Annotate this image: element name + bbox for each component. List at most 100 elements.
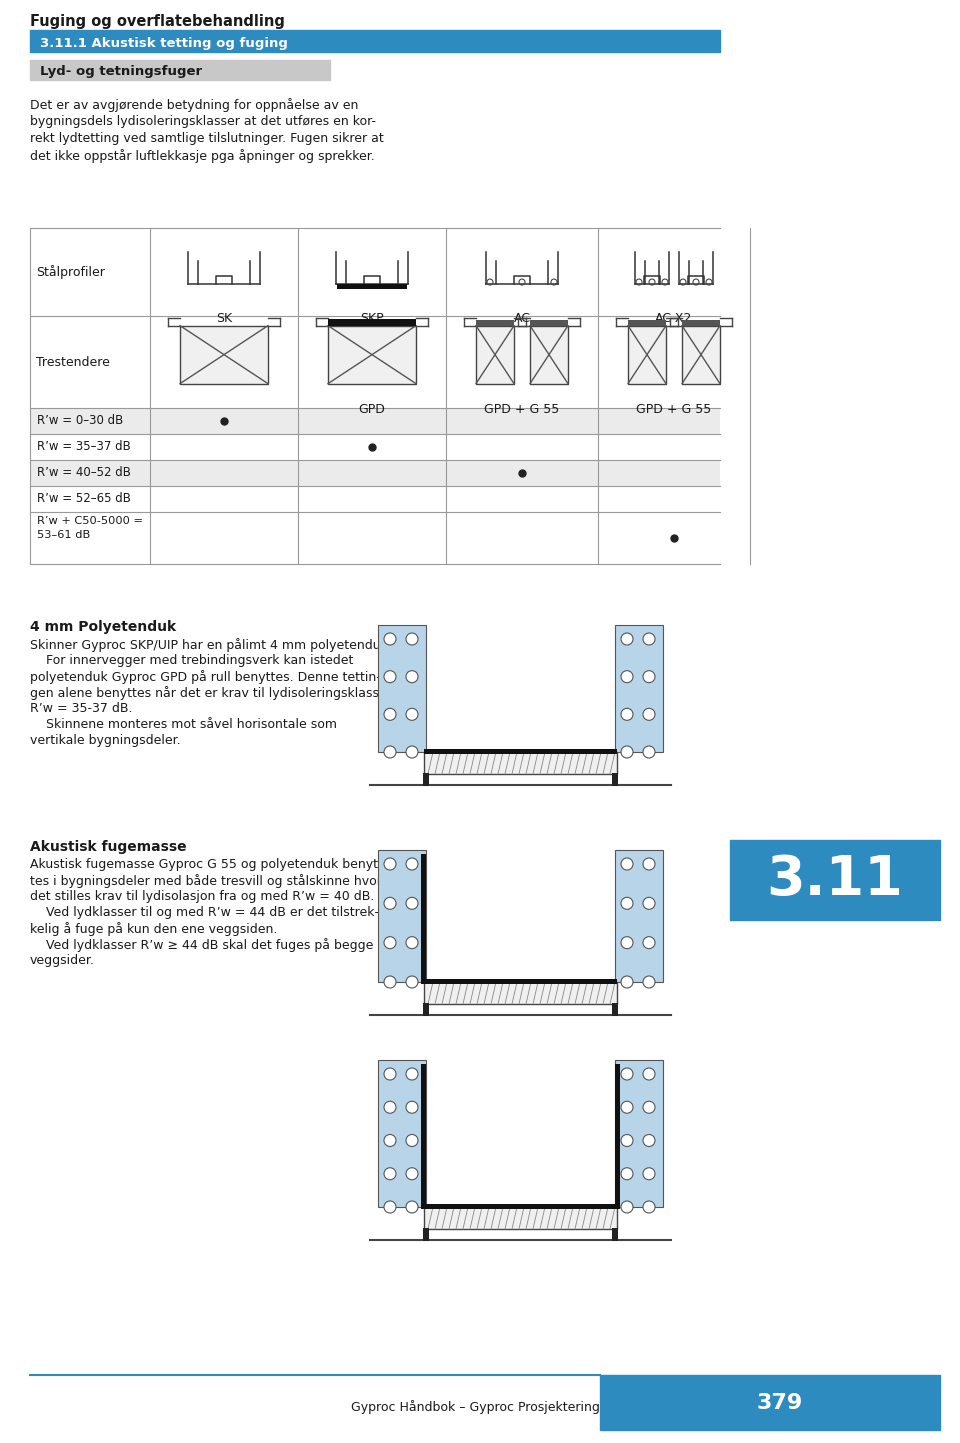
Text: 4 mm Polyetenduk: 4 mm Polyetenduk <box>30 620 176 633</box>
Circle shape <box>406 1167 418 1180</box>
Circle shape <box>643 1167 655 1180</box>
Text: GPD + G 55: GPD + G 55 <box>636 403 711 416</box>
Bar <box>30 434 720 460</box>
Circle shape <box>406 671 418 683</box>
Bar <box>612 773 618 786</box>
Text: rekt lydtetting ved samtlige tilslutninger. Fugen sikrer at: rekt lydtetting ved samtlige tilslutning… <box>30 131 384 144</box>
Circle shape <box>621 633 633 645</box>
Text: Det er av avgjørende betydning for oppnåelse av en: Det er av avgjørende betydning for oppnå… <box>30 98 358 113</box>
Text: R’w = 0–30 dB: R’w = 0–30 dB <box>37 414 123 427</box>
Circle shape <box>621 859 633 870</box>
Bar <box>421 1063 426 1209</box>
Text: SK: SK <box>216 312 232 325</box>
Text: Skinnene monteres mot såvel horisontale som: Skinnene monteres mot såvel horisontale … <box>30 719 337 732</box>
Bar <box>30 486 720 512</box>
Circle shape <box>384 1201 396 1214</box>
Circle shape <box>406 859 418 870</box>
Text: polyetenduk Gyproc GPD på rull benyttes. Denne tettin-: polyetenduk Gyproc GPD på rull benyttes.… <box>30 670 381 684</box>
Bar <box>628 320 666 326</box>
Circle shape <box>621 937 633 948</box>
Bar <box>30 512 720 564</box>
Bar <box>423 1228 429 1241</box>
Text: Gyproc Håndbok – Gyproc Prosjektering: Gyproc Håndbok – Gyproc Prosjektering <box>351 1400 600 1414</box>
Text: AC: AC <box>514 312 531 325</box>
Circle shape <box>406 746 418 758</box>
Text: Ved lydklasser R’w ≥ 44 dB skal det fuges på begge: Ved lydklasser R’w ≥ 44 dB skal det fuge… <box>30 938 373 952</box>
Circle shape <box>406 937 418 948</box>
Circle shape <box>621 746 633 758</box>
Bar <box>424 978 617 984</box>
Bar <box>476 320 514 326</box>
Bar <box>378 1061 426 1206</box>
Circle shape <box>643 975 655 988</box>
Circle shape <box>621 1167 633 1180</box>
Bar <box>424 1203 617 1209</box>
Circle shape <box>384 709 396 720</box>
Text: veggsider.: veggsider. <box>30 954 95 967</box>
Circle shape <box>621 709 633 720</box>
Circle shape <box>406 1201 418 1214</box>
Circle shape <box>384 937 396 948</box>
Text: Stålprofiler: Stålprofiler <box>36 266 105 278</box>
Text: R’w = 52–65 dB: R’w = 52–65 dB <box>37 492 131 505</box>
Text: gen alene benyttes når det er krav til lydisoleringsklasse: gen alene benyttes når det er krav til l… <box>30 685 387 700</box>
Circle shape <box>643 633 655 645</box>
Text: Trestendere: Trestendere <box>36 355 109 368</box>
Circle shape <box>643 671 655 683</box>
Circle shape <box>621 1101 633 1113</box>
Bar <box>600 1375 940 1430</box>
Bar <box>424 1206 617 1229</box>
Bar <box>612 1228 618 1241</box>
Text: 3.11.1 Akustisk tetting og fuging: 3.11.1 Akustisk tetting og fuging <box>40 36 288 49</box>
Circle shape <box>643 709 655 720</box>
Circle shape <box>384 859 396 870</box>
Bar <box>328 326 416 384</box>
Circle shape <box>643 746 655 758</box>
Circle shape <box>406 633 418 645</box>
Bar <box>421 854 426 984</box>
Bar <box>30 316 720 408</box>
Bar <box>615 625 663 752</box>
Bar <box>30 228 720 316</box>
Text: Akustisk fugemasse Gyproc G 55 og polyetenduk benyt-: Akustisk fugemasse Gyproc G 55 og polyet… <box>30 859 382 872</box>
Circle shape <box>384 898 396 909</box>
Text: For innervegger med trebindingsverk kan istedet: For innervegger med trebindingsverk kan … <box>30 654 353 667</box>
Circle shape <box>406 975 418 988</box>
Circle shape <box>384 1068 396 1079</box>
Circle shape <box>384 633 396 645</box>
Circle shape <box>384 1134 396 1147</box>
Bar <box>30 30 720 52</box>
Bar <box>423 773 429 786</box>
Bar <box>328 319 416 326</box>
Text: Akustisk fugemasse: Akustisk fugemasse <box>30 840 186 854</box>
Circle shape <box>621 1201 633 1214</box>
Text: Ved lydklasser til og med R’w = 44 dB er det tilstrek-: Ved lydklasser til og med R’w = 44 dB er… <box>30 906 379 919</box>
Bar <box>30 408 720 434</box>
Circle shape <box>621 975 633 988</box>
Bar <box>337 284 407 289</box>
Text: 379: 379 <box>756 1392 804 1413</box>
Bar <box>180 326 268 384</box>
Bar <box>615 1061 663 1206</box>
Text: kelig å fuge på kun den ene veggsiden.: kelig å fuge på kun den ene veggsiden. <box>30 922 277 937</box>
Circle shape <box>621 1068 633 1079</box>
Text: det stilles krav til lydisolasjon fra og med R’w = 40 dB.: det stilles krav til lydisolasjon fra og… <box>30 890 374 903</box>
Text: 3.11: 3.11 <box>767 853 903 908</box>
Circle shape <box>621 898 633 909</box>
Circle shape <box>643 1134 655 1147</box>
Bar <box>628 326 666 384</box>
Circle shape <box>384 1101 396 1113</box>
Circle shape <box>643 898 655 909</box>
Bar <box>424 749 617 755</box>
Bar <box>682 326 720 384</box>
Text: 53–61 dB: 53–61 dB <box>37 530 90 540</box>
Circle shape <box>384 1167 396 1180</box>
Text: AC-X2: AC-X2 <box>656 312 693 325</box>
Bar <box>378 850 426 983</box>
Circle shape <box>384 975 396 988</box>
Circle shape <box>643 1201 655 1214</box>
Circle shape <box>406 1101 418 1113</box>
Circle shape <box>643 1101 655 1113</box>
Bar <box>730 840 940 921</box>
Text: det ikke oppstår luftlekkasje pga åpninger og sprekker.: det ikke oppstår luftlekkasje pga åpning… <box>30 149 374 163</box>
